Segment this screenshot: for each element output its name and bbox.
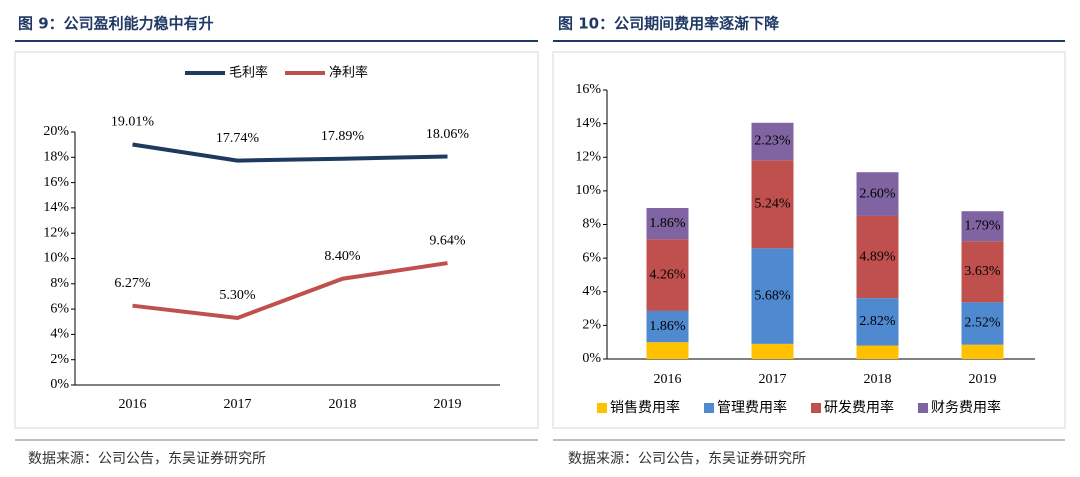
legend-label: 财务费用率 — [931, 399, 1001, 416]
value-label: 5.30% — [219, 288, 256, 303]
value-label: 1.86% — [649, 216, 686, 231]
legend-label: 销售费用率 — [610, 399, 680, 416]
legend-label: 净利率 — [329, 65, 368, 81]
value-label: 3.63% — [964, 264, 1001, 279]
legend-swatch — [704, 403, 714, 413]
chart-frame — [552, 51, 1066, 429]
bar-segment — [961, 344, 1004, 359]
legend-swatch — [597, 403, 607, 413]
y-tick-label: 12% — [575, 149, 601, 164]
y-tick-label: 8% — [50, 276, 69, 291]
bar-segment — [646, 239, 689, 311]
chart-title: 图 9：公司盈利能力稳中有升 — [18, 15, 214, 33]
value-label: 18.06% — [426, 127, 470, 142]
x-tick-label: 2017 — [224, 397, 252, 412]
y-tick-label: 10% — [43, 251, 69, 266]
x-tick-label: 2016 — [119, 397, 147, 412]
bar-segment — [856, 298, 899, 346]
bar-segment — [961, 211, 1004, 242]
value-label: 19.01% — [111, 115, 155, 130]
value-label: 9.64% — [429, 233, 466, 248]
x-tick-label: 2019 — [969, 372, 997, 387]
bar-segment — [646, 310, 689, 343]
bar-segment — [856, 172, 899, 216]
x-tick-label: 2017 — [759, 372, 787, 387]
value-label: 2.82% — [859, 314, 896, 329]
y-tick-label: 20% — [43, 124, 69, 139]
x-tick-label: 2016 — [654, 372, 682, 387]
y-tick-label: 2% — [582, 318, 601, 333]
y-tick-label: 18% — [43, 150, 69, 165]
bar-segment — [751, 160, 794, 249]
legend-label: 研发费用率 — [824, 399, 894, 416]
source-note: 数据来源：公司公告，东吴证券研究所 — [28, 451, 266, 467]
bar-segment — [751, 122, 794, 161]
y-tick-label: 16% — [43, 175, 69, 190]
value-label: 2.23% — [754, 134, 791, 149]
bar-segment — [961, 302, 1004, 345]
value-label: 2.60% — [859, 186, 896, 201]
source-note: 数据来源：公司公告，东吴证券研究所 — [568, 451, 806, 467]
value-label: 17.89% — [321, 129, 365, 144]
bar-segment — [751, 248, 794, 344]
y-tick-label: 6% — [582, 250, 601, 265]
y-tick-label: 0% — [582, 351, 601, 366]
bar-segment — [856, 215, 899, 299]
bar-segment — [646, 342, 689, 359]
value-label: 17.74% — [216, 131, 260, 146]
legend-swatch — [811, 403, 821, 413]
x-tick-label: 2018 — [329, 397, 357, 412]
chart-title: 图 10：公司期间费用率逐渐下降 — [558, 15, 780, 33]
line — [132, 261, 448, 320]
y-tick-label: 12% — [43, 225, 69, 240]
bar-segment — [646, 208, 689, 240]
bar-segment — [856, 345, 899, 359]
y-tick-label: 2% — [50, 352, 69, 367]
bar-segment — [751, 343, 794, 359]
chart-frame — [14, 51, 539, 429]
y-tick-label: 10% — [575, 183, 601, 198]
value-label: 5.24% — [754, 197, 791, 212]
y-tick-label: 0% — [50, 377, 69, 392]
bar-segment — [961, 241, 1004, 303]
legend-swatch — [918, 403, 928, 413]
y-tick-label: 14% — [43, 200, 69, 215]
value-label: 1.86% — [649, 319, 686, 334]
value-label: 2.52% — [964, 316, 1001, 331]
value-label: 8.40% — [324, 249, 361, 264]
legend-label: 毛利率 — [229, 65, 268, 81]
x-tick-label: 2019 — [434, 397, 462, 412]
y-tick-label: 6% — [50, 301, 69, 316]
line — [132, 142, 448, 163]
y-tick-label: 14% — [575, 116, 601, 131]
y-tick-label: 4% — [582, 284, 601, 299]
x-tick-label: 2018 — [864, 372, 892, 387]
y-tick-label: 16% — [575, 82, 601, 97]
value-label: 4.26% — [649, 267, 686, 282]
value-label: 1.79% — [964, 218, 1001, 233]
y-tick-label: 8% — [582, 217, 601, 232]
y-tick-label: 4% — [50, 327, 69, 342]
value-label: 5.68% — [754, 288, 791, 303]
legend-label: 管理费用率 — [717, 399, 787, 416]
value-label: 4.89% — [859, 249, 896, 264]
value-label: 6.27% — [114, 276, 151, 291]
